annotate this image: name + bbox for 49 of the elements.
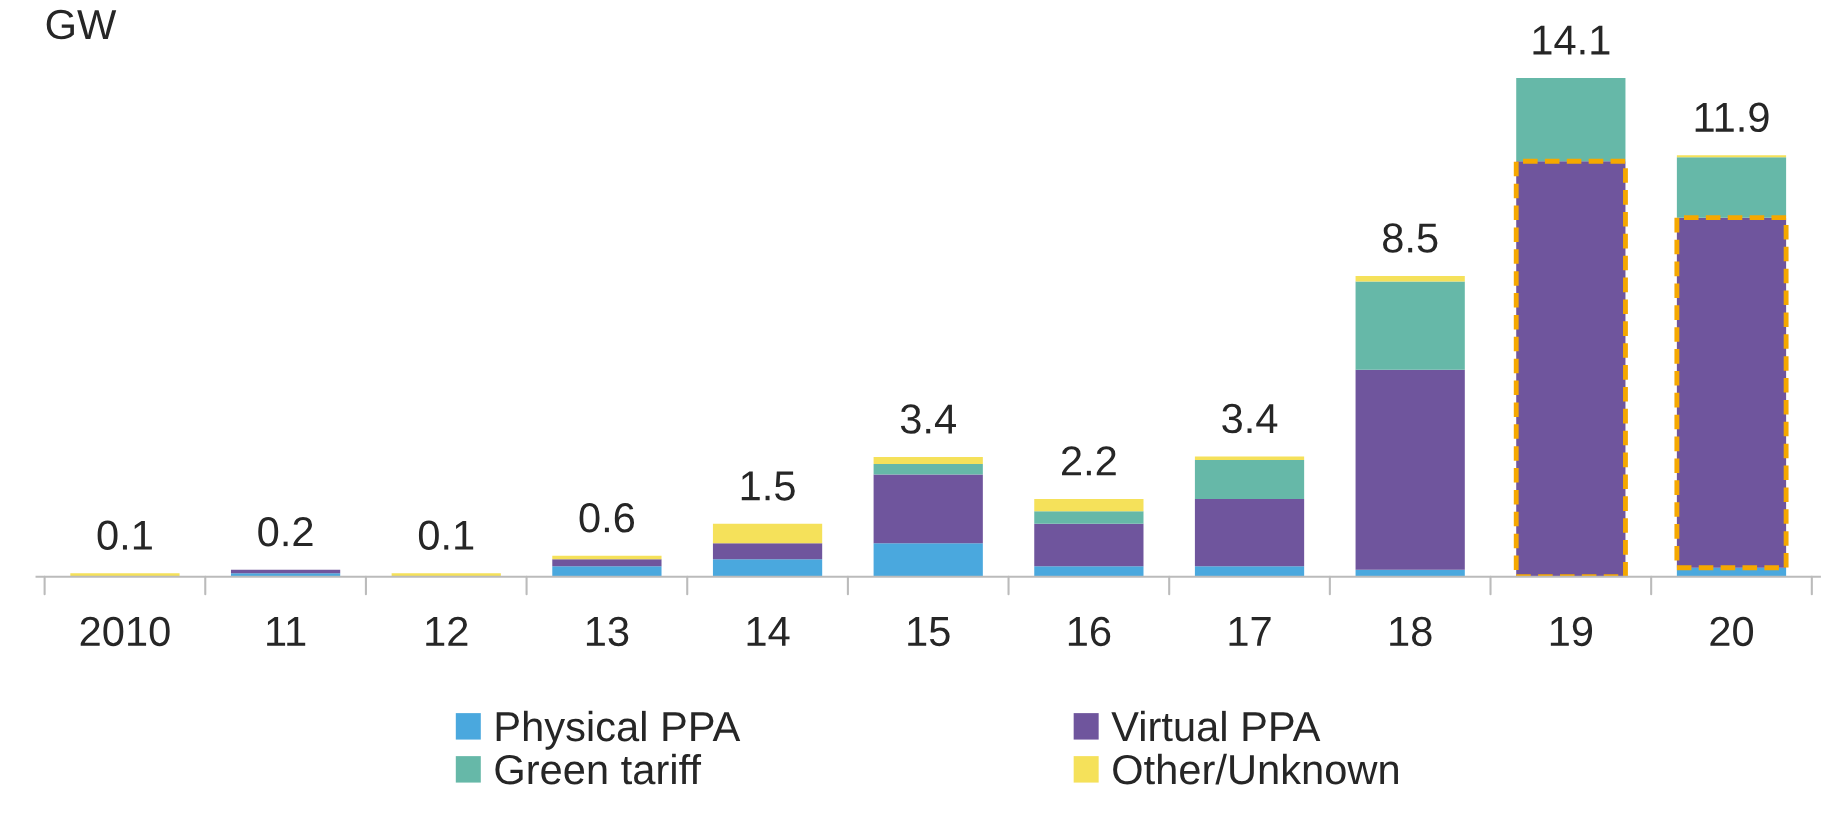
bar [1194, 460, 1305, 499]
annotation: 3.4 [1222, 403, 1278, 434]
bar [712, 559, 823, 577]
x-tick-label: 18 [1390, 616, 1432, 647]
bar [873, 463, 983, 475]
x-tick-label: 12 [426, 616, 468, 646]
legend-label: Virtual PPA [1111, 710, 1321, 742]
x-tick-label: 13 [586, 616, 629, 647]
annotation: 11.9 [1695, 102, 1769, 133]
x-tick-label: 11 [267, 617, 306, 646]
annotation: 0.2 [258, 517, 313, 547]
x-tick-label: 20 [1710, 616, 1754, 647]
bar [1355, 275, 1465, 282]
bar [1355, 369, 1465, 570]
x-tick-label: 17 [1229, 617, 1271, 646]
bar [1034, 566, 1144, 577]
bar [712, 523, 823, 544]
bar [552, 566, 662, 577]
bar [873, 474, 983, 544]
bar [1034, 523, 1144, 567]
x-tick-label: 16 [1068, 616, 1111, 647]
x-tick-label: 15 [908, 617, 950, 647]
bar [1676, 155, 1787, 158]
bar [1194, 566, 1305, 577]
annotation: 0.1 [97, 520, 152, 550]
bar [712, 543, 823, 560]
annotation: 1.5 [741, 471, 795, 501]
x-tick-label: 2010 [80, 616, 170, 647]
annotation: 0.1 [418, 520, 474, 550]
annotation: 8.5 [1383, 223, 1438, 253]
legend-label: Physical PPA [496, 710, 741, 750]
bar [1034, 498, 1144, 512]
bar [1194, 498, 1305, 567]
annotation: 2.2 [1062, 446, 1116, 476]
x-tick-label: 14 [747, 617, 790, 646]
bar [1034, 511, 1144, 524]
bar [873, 543, 983, 577]
x-tick-label: 19 [1550, 616, 1593, 647]
legend-label: Green tariff [495, 753, 702, 785]
annotation: 14.1 [1533, 25, 1610, 55]
legend-label: Other/Unknown [1113, 753, 1398, 785]
bar [1676, 157, 1787, 218]
bar [1355, 281, 1465, 370]
bar [552, 559, 662, 567]
annotation: 0.6 [579, 503, 635, 533]
y-axis-title: GW [46, 9, 117, 40]
bar [1516, 78, 1626, 162]
bar [873, 457, 983, 464]
annotation: 3.4 [900, 404, 956, 434]
